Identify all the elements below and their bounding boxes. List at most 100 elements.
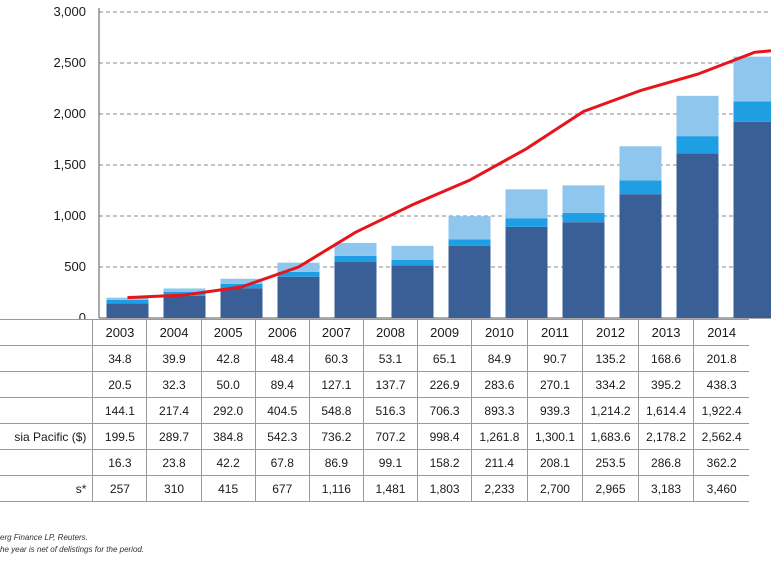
table-cell: 1,116 [308, 475, 364, 502]
bar-segment [676, 95, 719, 137]
table-cell: 3,460 [693, 475, 749, 502]
table-cell: 1,214.2 [582, 397, 639, 424]
footnote: he year is net of delistings for the per… [0, 545, 145, 554]
table-cell: 548.8 [308, 397, 364, 424]
table-cell: 226.9 [417, 371, 472, 398]
table-cell: 289.7 [146, 423, 202, 450]
source-note: erg Finance LP, Reuters. [0, 533, 88, 542]
table-cell: 1,481 [362, 475, 418, 502]
table-cell: 2012 [582, 319, 639, 346]
table-row: 20.5 32.3 50.0 89.4 127.1 137.7 226.9 283.6 270.… [0, 371, 749, 398]
table-cell: 53.1 [362, 345, 418, 372]
table-row: 16.3 23.8 42.2 67.8 86.9 99.1 158.2 211.4 208.1 2… [0, 449, 749, 476]
table-cell: 127.1 [308, 371, 364, 398]
table-cell: 2005 [200, 319, 256, 346]
table-cell: 48.4 [254, 345, 310, 372]
table-cell: 2,562.4 [693, 423, 749, 450]
bar-segment [676, 153, 719, 318]
table-cell: 270.1 [526, 371, 583, 398]
table-cell: 50.0 [200, 371, 256, 398]
table-row: sia Pacific ($) 199.5 289.7 384.8 542.3 736.2… [0, 423, 749, 450]
y-tick-label: 0 [79, 310, 86, 320]
table-cell: 2,965 [582, 475, 639, 502]
bar-segment [448, 216, 491, 240]
table-cell: 99.1 [362, 449, 418, 476]
table-cell: 39.9 [146, 345, 202, 372]
table-cell: 1,683.6 [582, 423, 639, 450]
table-cell: 707.2 [362, 423, 418, 450]
row-label [0, 397, 93, 424]
bar-segment [163, 295, 206, 318]
table-cell: 2010 [471, 319, 528, 346]
bar-segment [448, 245, 491, 318]
table-cell: 395.2 [637, 371, 694, 398]
table-cell: 42.8 [200, 345, 256, 372]
table-cell: 286.8 [637, 449, 694, 476]
table-cell: 90.7 [526, 345, 583, 372]
bar-segment [562, 185, 605, 213]
table-cell: 1,261.8 [471, 423, 528, 450]
bar-segment [676, 136, 719, 154]
table-cell: 939.3 [526, 397, 583, 424]
bar-segment [277, 276, 320, 318]
bar-segment [277, 271, 320, 277]
bar-segment [334, 255, 377, 263]
table-cell: 217.4 [146, 397, 202, 424]
bar-segment [733, 101, 771, 122]
table-cell: 23.8 [146, 449, 202, 476]
y-tick-label: 2,000 [53, 106, 86, 121]
table-cell: 334.2 [582, 371, 639, 398]
table-row: 34.8 39.9 42.8 48.4 60.3 53.1 65.1 84.9 90.7 135.… [0, 345, 749, 372]
table-cell: 60.3 [308, 345, 364, 372]
bar-segment [733, 56, 771, 102]
table-cell: 1,922.4 [693, 397, 749, 424]
row-label [0, 449, 93, 476]
table-row: s* 257 310 415 677 1,116 1,481 1,803 2,233 2,700 2… [0, 475, 749, 502]
data-table: 2003 2004 2005 2006 2007 2008 2009 2010 2011 2012… [0, 319, 749, 502]
table-cell: 2009 [417, 319, 472, 346]
row-label [0, 371, 93, 398]
table-cell: 438.3 [693, 371, 749, 398]
bar-segment [391, 245, 434, 260]
bar-segment [619, 194, 662, 318]
table-cell: 1,803 [417, 475, 472, 502]
bar-segment [391, 259, 434, 266]
bar-segment [448, 239, 491, 246]
table-cell: 2,233 [471, 475, 528, 502]
table-cell: 2,178.2 [637, 423, 694, 450]
table-cell: 20.5 [92, 371, 147, 398]
table-cell: 415 [200, 475, 256, 502]
table-cell: 32.3 [146, 371, 202, 398]
bar-segment [733, 121, 771, 319]
table-cell: 65.1 [417, 345, 472, 372]
row-label [0, 319, 93, 346]
table-cell: 2003 [92, 319, 147, 346]
table-cell: 211.4 [471, 449, 528, 476]
table-cell: 3,183 [637, 475, 694, 502]
bar-segment [505, 189, 548, 219]
table-cell: 2014 [693, 319, 749, 346]
table-cell: 283.6 [471, 371, 528, 398]
table-cell: 2007 [308, 319, 364, 346]
bar-segment [220, 278, 263, 284]
table-cell: 84.9 [471, 345, 528, 372]
bar-segment [106, 299, 149, 304]
table-cell: 677 [254, 475, 310, 502]
table-cell: 2011 [526, 319, 583, 346]
table-cell: 2008 [362, 319, 418, 346]
table-cell: 253.5 [582, 449, 639, 476]
y-tick-label: 1,000 [53, 208, 86, 223]
y-tick-label: 2,500 [53, 55, 86, 70]
bar-segment [220, 288, 263, 318]
bar-segment [505, 218, 548, 227]
table-cell: 16.3 [92, 449, 147, 476]
table-cell: 362.2 [693, 449, 749, 476]
table-cell: 201.8 [693, 345, 749, 372]
table-cell: 998.4 [417, 423, 472, 450]
stacked-bar-line-chart: 0 500 1,000 1,500 2,000 2,500 3,000 [53, 4, 771, 320]
bar-segment [619, 180, 662, 195]
table-cell: 257 [92, 475, 147, 502]
table-cell: 137.7 [362, 371, 418, 398]
table-cell: 168.6 [637, 345, 694, 372]
y-tick-label: 3,000 [53, 4, 86, 19]
